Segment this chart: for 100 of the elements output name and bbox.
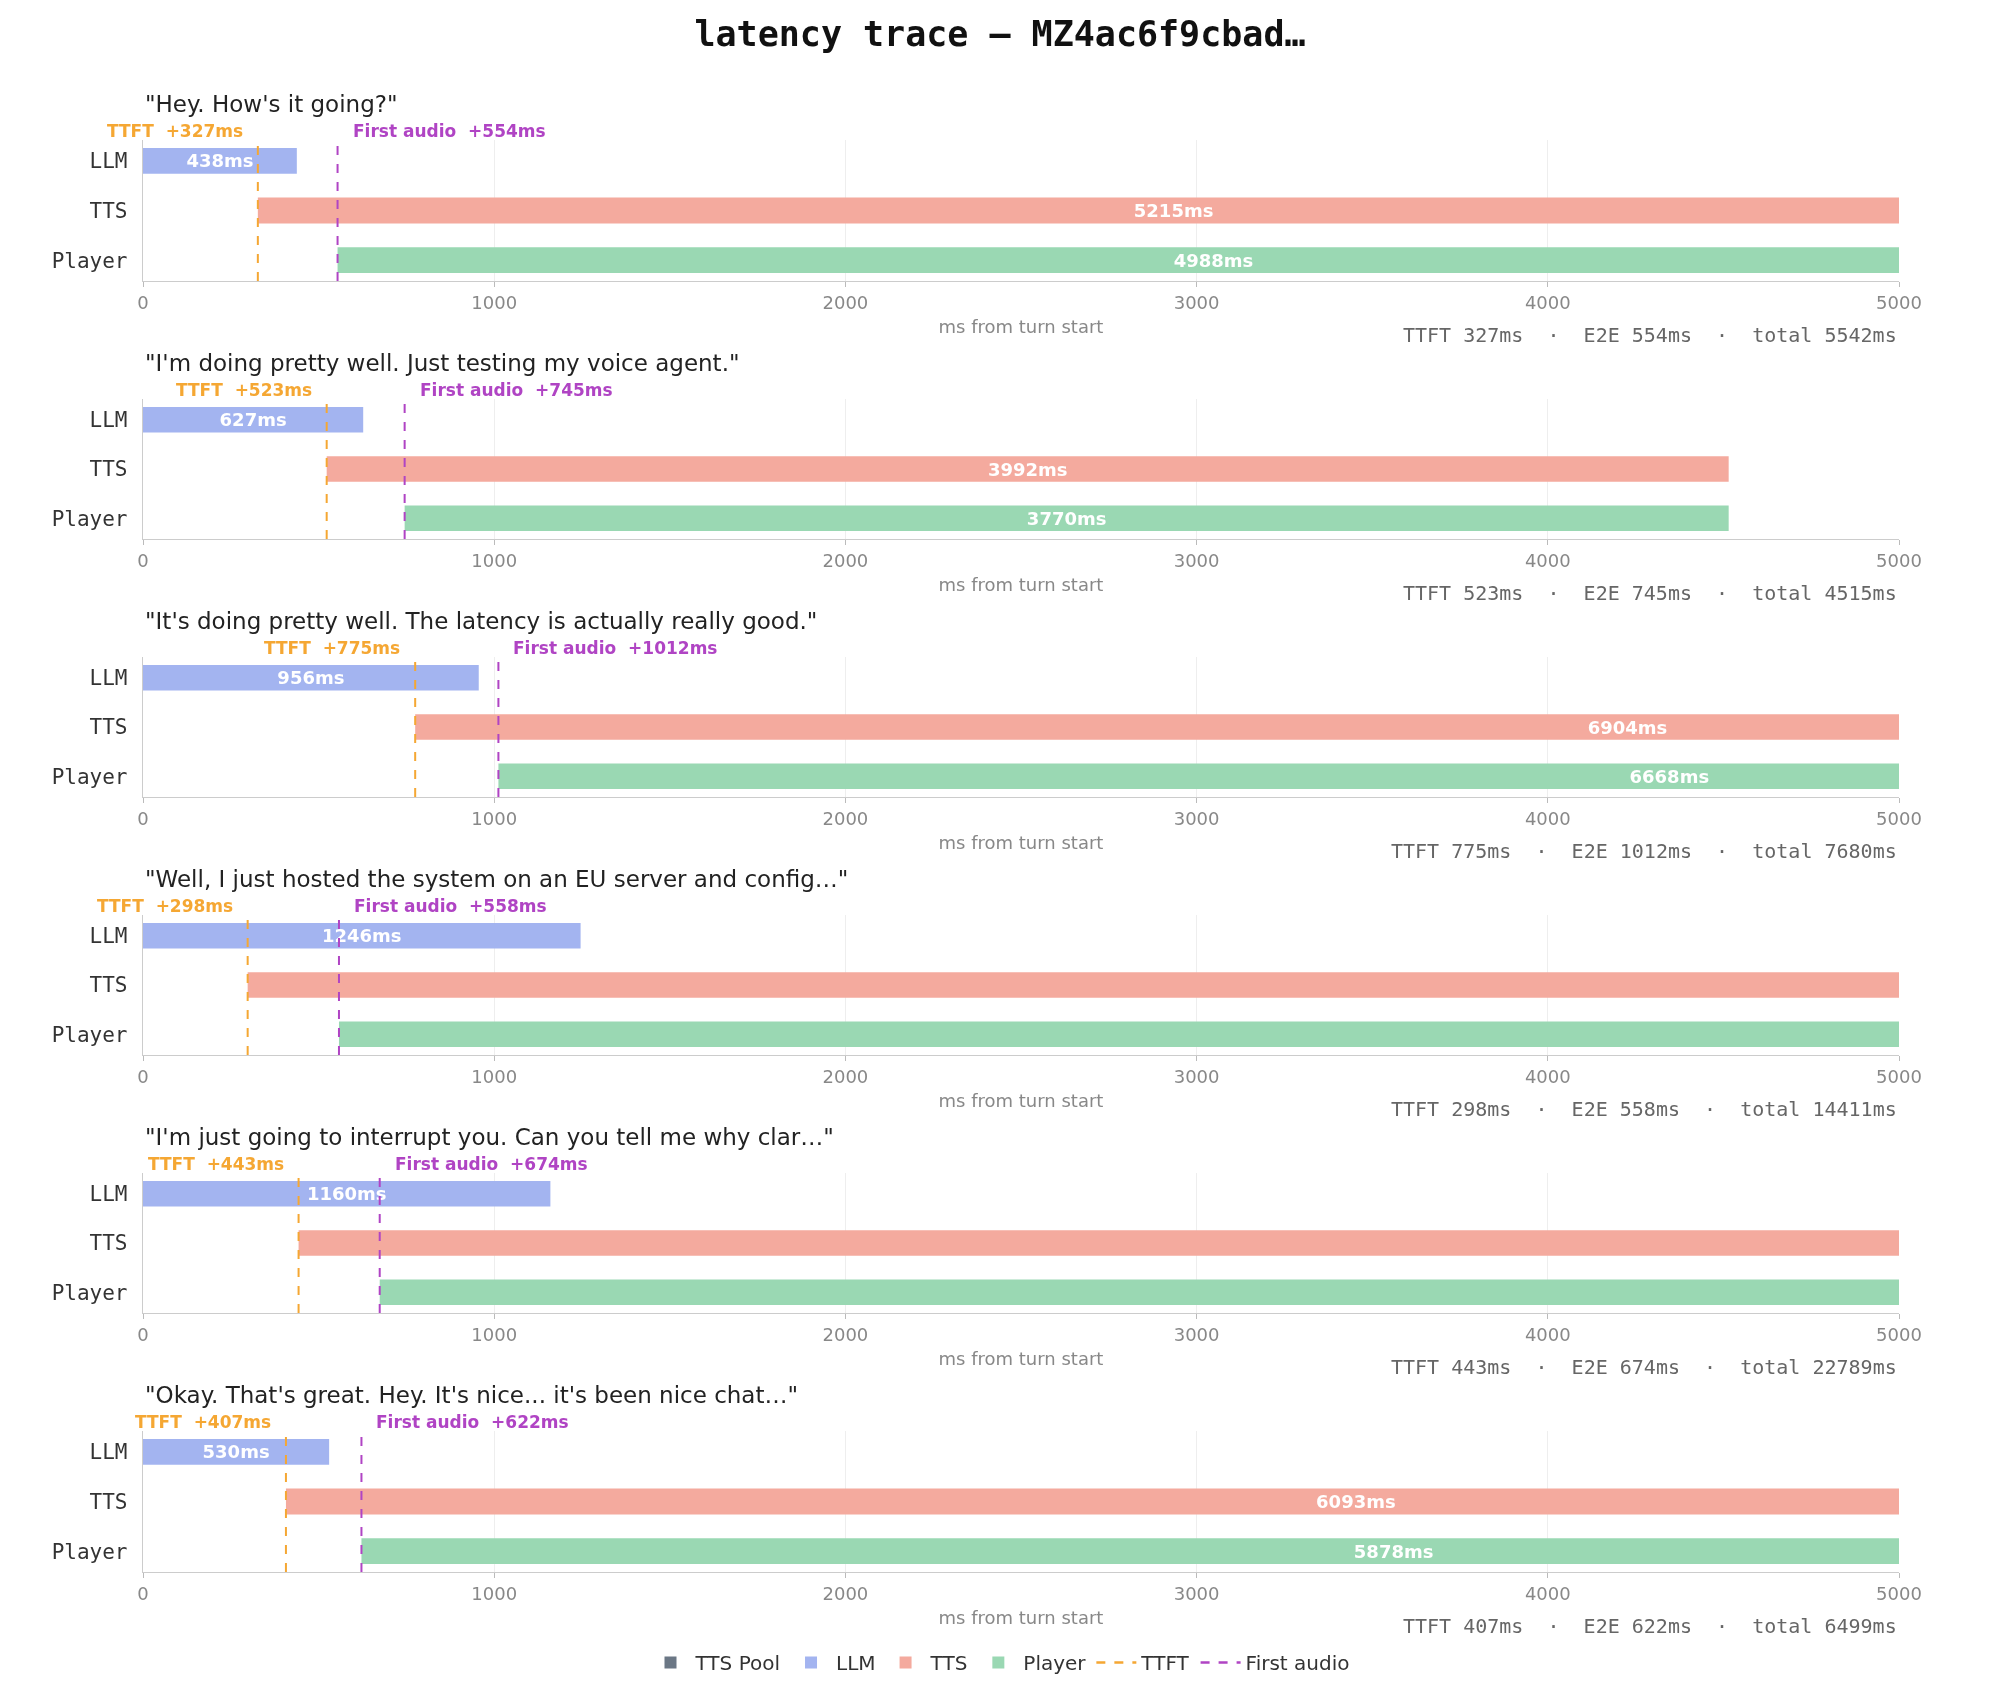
data-label: 5878ms	[1353, 1540, 1434, 1562]
x-tick-label: 4000	[1524, 549, 1571, 571]
x-tick-label: 5000	[1876, 1065, 1922, 1087]
legend-label: TTS	[929, 1651, 968, 1676]
y-tick-label: TTS	[89, 1490, 128, 1515]
x-tick-label: 0	[137, 291, 149, 313]
ref-line-label: TTFT +407ms	[135, 1412, 272, 1433]
x-tick-label: 1000	[471, 291, 518, 313]
text: TTFT 443ms · E2E 674ms · total 22789ms	[1391, 1355, 1897, 1380]
data-label: 1246ms	[322, 925, 402, 947]
data-label: 1160ms	[306, 1183, 387, 1205]
x-tick-label: 1000	[471, 549, 518, 571]
legend-label: TTS Pool	[694, 1651, 781, 1676]
ref-line-label: TTFT +298ms	[97, 895, 234, 916]
x-tick-label: 2000	[822, 291, 869, 313]
y-tick-label: TTS	[89, 1231, 128, 1256]
y-tick-label: LLM	[89, 1182, 128, 1207]
y-tick-label: TTS	[89, 715, 128, 740]
text: TTFT 523ms · E2E 745ms · total 4515ms	[1403, 580, 1897, 605]
ref-line-label: TTFT +775ms	[264, 637, 401, 658]
x-tick-label: 0	[137, 1065, 149, 1087]
ref-line-label: TTFT +443ms	[148, 1154, 285, 1175]
y-tick-label: Player	[51, 248, 128, 273]
chart-subtitle: "Hey. How's it going?"	[145, 91, 398, 117]
x-tick-label: 1000	[471, 807, 518, 829]
text: TTFT 775ms · E2E 1012ms · total 7680ms	[1391, 838, 1897, 863]
x-axis-title: ms from turn start	[938, 1347, 1104, 1369]
y-tick-label: Player	[51, 1539, 128, 1564]
ref-line-label: TTFT +327ms	[107, 121, 244, 141]
legend-label: TTFT	[1140, 1651, 1190, 1676]
x-tick-label: 2000	[822, 807, 869, 829]
x-tick-label: 2000	[822, 549, 869, 571]
x-tick-label: 3000	[1173, 1323, 1220, 1345]
x-tick-label: 0	[137, 1323, 149, 1345]
x-axis-title: ms from turn start	[938, 1089, 1104, 1111]
x-tick-label: 2000	[822, 1065, 869, 1087]
x-tick-label: 1000	[471, 1065, 518, 1087]
x-tick-label: 5000	[1876, 1323, 1922, 1345]
data-label: 6668ms	[1629, 765, 1710, 787]
ref-line-label: TTFT +523ms	[176, 379, 313, 400]
x-axis-title: ms from turn start	[938, 315, 1104, 337]
x-tick-label: 4000	[1524, 1323, 1571, 1345]
ref-line-label: First audio +622ms	[376, 1412, 569, 1433]
data-label: 5215ms	[1133, 200, 1214, 221]
x-tick-label: 4000	[1524, 807, 1571, 829]
data-label: 627ms	[219, 408, 287, 430]
x-tick-label: 3000	[1173, 1583, 1220, 1605]
x-tick-label: 4000	[1524, 291, 1571, 313]
y-tick-label: LLM	[89, 665, 128, 690]
x-tick-label: 2000	[822, 1323, 869, 1345]
y-tick-label: TTS	[89, 198, 128, 223]
x-axis-title: ms from turn start	[938, 1607, 1104, 1629]
legend-label: First audio	[1245, 1651, 1350, 1676]
y-tick-label: LLM	[89, 149, 128, 174]
x-tick-label: 4000	[1524, 1583, 1571, 1605]
legend-label: LLM	[836, 1651, 876, 1676]
data-label: 3770ms	[1026, 507, 1107, 529]
ref-line-label: First audio +674ms	[395, 1154, 588, 1175]
data-label: 3992ms	[987, 458, 1068, 479]
x-tick-label: 5000	[1876, 291, 1922, 313]
chart-subtitle: "I'm just going to interrupt you. Can you tell me why clar…"	[145, 1124, 834, 1151]
chart-subtitle: "Well, I just hosted the system on an EU server and config…"	[145, 865, 849, 892]
ref-line-label: First audio +554ms	[353, 121, 546, 141]
x-tick-label: 5000	[1876, 807, 1922, 829]
legend-label: Player	[1023, 1651, 1087, 1676]
y-tick-label: Player	[51, 1280, 128, 1305]
x-tick-label: 0	[137, 549, 149, 571]
data-label: 6904ms	[1587, 716, 1668, 738]
y-tick-label: Player	[51, 506, 128, 531]
chart-subtitle: "It's doing pretty well. The latency is actually really good."	[145, 607, 818, 634]
text: TTFT 407ms · E2E 622ms · total 6499ms	[1403, 1614, 1897, 1639]
x-tick-label: 4000	[1524, 1065, 1571, 1087]
x-tick-label: 3000	[1173, 549, 1220, 571]
y-tick-label: LLM	[89, 407, 128, 432]
x-tick-label: 5000	[1876, 1583, 1922, 1605]
x-tick-label: 5000	[1876, 549, 1922, 571]
ref-line-label: First audio +745ms	[420, 379, 613, 400]
y-tick-label: TTS	[89, 456, 128, 481]
x-tick-label: 3000	[1173, 807, 1220, 829]
data-label: 6093ms	[1316, 1491, 1396, 1513]
x-tick-label: 3000	[1173, 291, 1220, 313]
x-tick-label: 1000	[471, 1323, 518, 1345]
x-tick-label: 3000	[1173, 1065, 1220, 1087]
y-tick-label: Player	[51, 1022, 128, 1047]
data-label: 4988ms	[1173, 249, 1254, 271]
y-tick-label: TTS	[89, 973, 128, 998]
ref-line-label: First audio +558ms	[354, 895, 547, 916]
y-tick-label: LLM	[89, 923, 128, 948]
text: TTFT 327ms · E2E 554ms · total 5542ms	[1403, 323, 1897, 347]
x-tick-label: 2000	[822, 1583, 869, 1605]
x-axis-title: ms from turn start	[938, 831, 1104, 853]
data-label: 956ms	[277, 666, 345, 688]
y-tick-label: Player	[51, 764, 128, 789]
data-label: 438ms	[186, 150, 254, 172]
text: TTFT 298ms · E2E 558ms · total 14411ms	[1391, 1096, 1897, 1121]
chart-subtitle: "I'm doing pretty well. Just testing my voice agent."	[145, 349, 740, 376]
x-tick-label: 1000	[471, 1583, 518, 1605]
data-label: 530ms	[202, 1441, 270, 1463]
chart-title: latency trace — MZ4ac6f9cbad…	[694, 14, 1306, 55]
ref-line-label: First audio +1012ms	[513, 637, 718, 658]
